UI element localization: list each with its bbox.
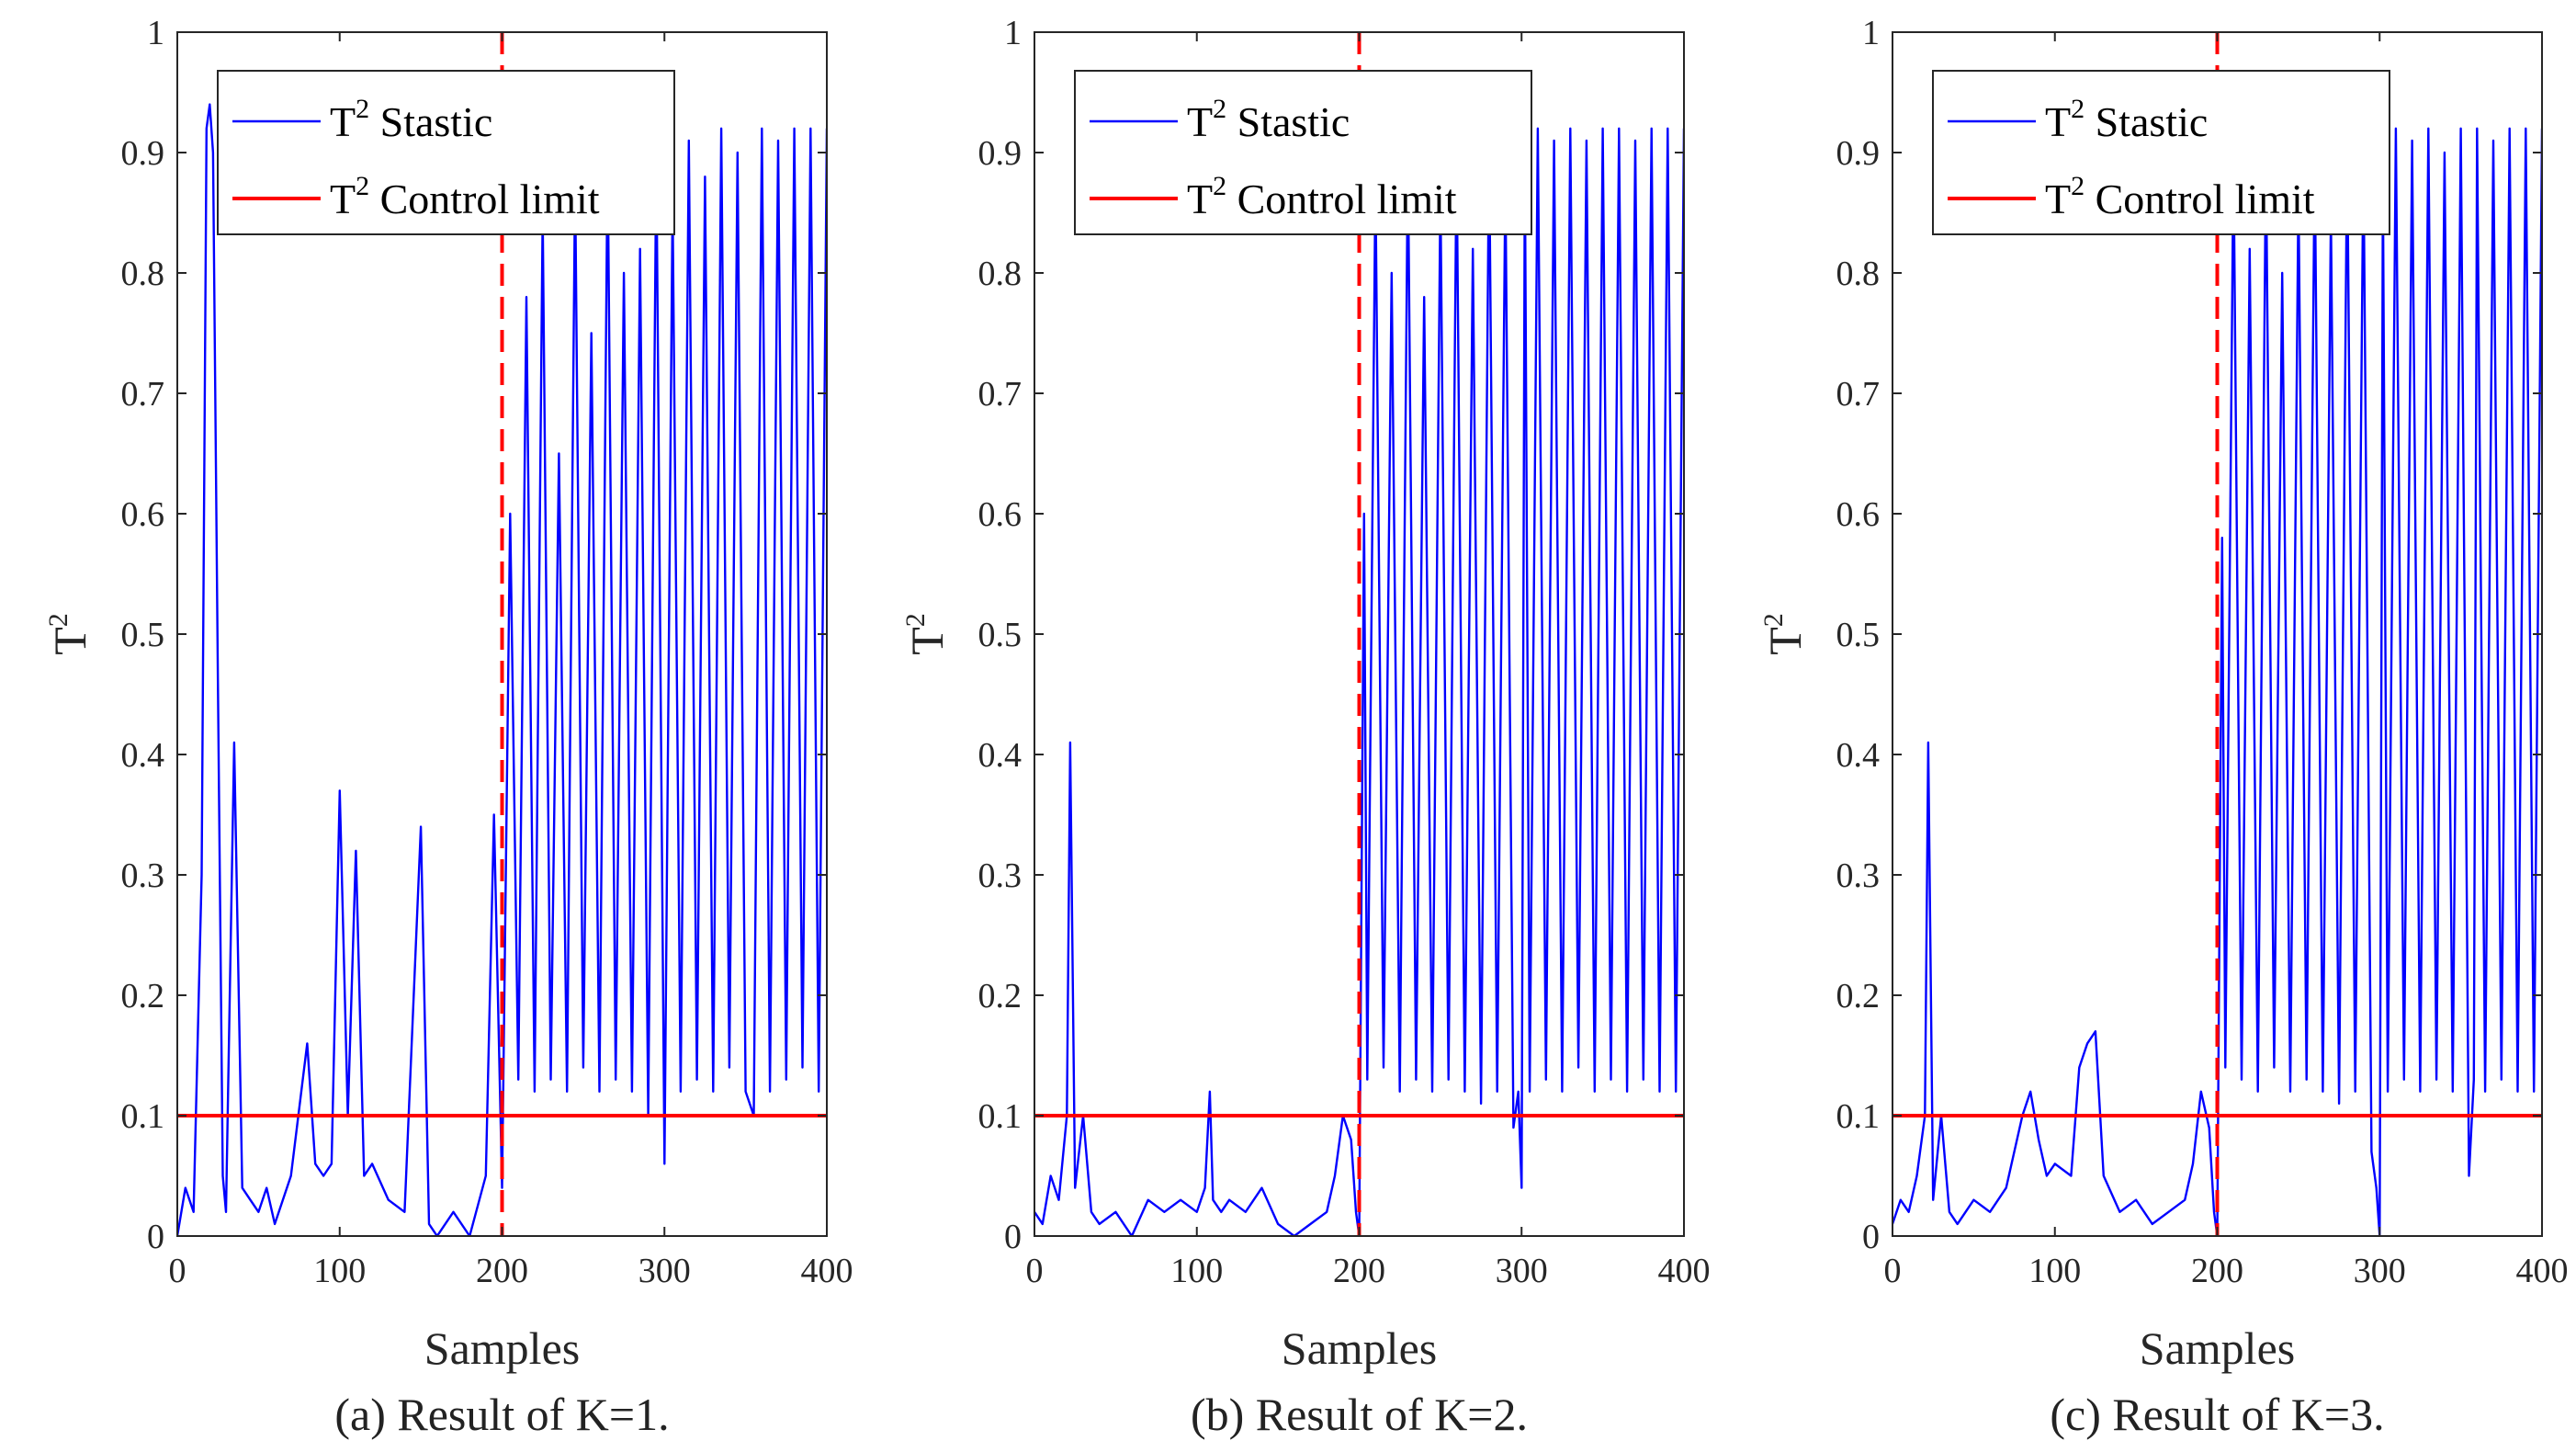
y-tick-label: 0.9 <box>1836 134 1881 173</box>
legend: T2 Stastic T2 Control limit <box>217 70 675 235</box>
y-axis-title: T2 <box>900 613 953 655</box>
legend: T2 Stastic T2 Control limit <box>1932 70 2390 235</box>
y-tick-label: 0.1 <box>1836 1097 1881 1136</box>
y-tick-label: 0.3 <box>978 856 1022 895</box>
series-line-t2-stastic <box>177 103 827 1236</box>
legend-box <box>1074 70 1532 235</box>
x-tick-label: 400 <box>1658 1252 1711 1290</box>
y-tick-label: 0 <box>1004 1218 1022 1256</box>
y-tick-label: 0.6 <box>121 495 165 534</box>
x-axis-title: Samples <box>424 1322 580 1374</box>
panel-caption: (c) Result of K=3. <box>2050 1389 2384 1440</box>
legend-label: T2 Stastic <box>330 94 492 145</box>
y-tick-label: 0.5 <box>978 616 1022 654</box>
x-axis-title: Samples <box>1282 1322 1437 1374</box>
y-tick-label: 0.7 <box>1836 375 1881 414</box>
x-tick-label: 300 <box>1496 1252 1548 1290</box>
legend-label: T2 Control limit <box>2045 171 2315 222</box>
y-tick-label: 0.9 <box>121 134 165 173</box>
legend: T2 Stastic T2 Control limit <box>1074 70 1532 235</box>
y-tick-label: 0.8 <box>1836 255 1881 293</box>
x-tick-label: 0 <box>169 1252 186 1290</box>
y-tick-label: 0.2 <box>1836 977 1881 1015</box>
y-axis-title: T2 <box>43 613 96 655</box>
chart-panel-1: 0 0.1 0.2 0.3 0.4 0.5 0.6 0.7 0.8 0.9 1 0 100 200 300 4… <box>43 14 853 1440</box>
legend-label: T2 Stastic <box>1187 94 1350 145</box>
x-tick-label: 0 <box>1026 1252 1044 1290</box>
y-tick-label: 0.4 <box>1836 736 1881 775</box>
y-tick-label: 0.5 <box>121 616 165 654</box>
y-axis-title-group: T2 <box>1758 613 1811 655</box>
legend-label: T2 Stastic <box>2045 94 2208 145</box>
y-tick-label: 0.8 <box>121 255 165 293</box>
y-tick-label: 1 <box>1862 14 1880 52</box>
x-tick-label: 400 <box>2516 1252 2569 1290</box>
x-tick-label: 300 <box>2354 1252 2406 1290</box>
x-tick-label: 100 <box>313 1252 366 1290</box>
y-tick-label: 0.4 <box>978 736 1022 775</box>
y-tick-label: 0.3 <box>1836 856 1881 895</box>
chart-panel-3: 0 0.1 0.2 0.3 0.4 0.5 0.6 0.7 0.8 0.9 1 0 100 200 300 4… <box>1758 14 2569 1440</box>
panel-caption: (b) Result of K=2. <box>1191 1389 1528 1440</box>
x-tick-label: 200 <box>476 1252 528 1290</box>
y-tick-label: 0.2 <box>978 977 1022 1015</box>
y-tick-label: 0 <box>1862 1218 1880 1256</box>
y-axis-title: T2 <box>1758 613 1811 655</box>
y-tick-label: 0.1 <box>121 1097 165 1136</box>
y-tick-label: 1 <box>1004 14 1022 52</box>
y-tick-label: 1 <box>147 14 164 52</box>
y-tick-label: 0.7 <box>121 375 165 414</box>
chart-panel-2: 0 0.1 0.2 0.3 0.4 0.5 0.6 0.7 0.8 0.9 1 0 100 200 300 4… <box>900 14 1711 1440</box>
y-tick-label: 0.6 <box>978 495 1022 534</box>
y-tick-label: 0.7 <box>978 375 1022 414</box>
x-tick-label: 400 <box>801 1252 853 1290</box>
x-tick-label: 0 <box>1884 1252 1902 1290</box>
y-axis-title-group: T2 <box>43 613 96 655</box>
x-tick-label: 100 <box>2028 1252 2081 1290</box>
panel-caption: (a) Result of K=1. <box>334 1389 669 1440</box>
legend-label: T2 Control limit <box>1187 171 1457 222</box>
y-tick-label: 0.3 <box>121 856 165 895</box>
y-axis-title-group: T2 <box>900 613 953 655</box>
x-tick-label: 200 <box>1333 1252 1385 1290</box>
x-tick-label: 200 <box>2191 1252 2243 1290</box>
y-tick-label: 0.8 <box>978 255 1022 293</box>
y-tick-label: 0.4 <box>121 736 165 775</box>
y-tick-label: 0.5 <box>1836 616 1881 654</box>
legend-box <box>1932 70 2390 235</box>
y-tick-label: 0.9 <box>978 134 1022 173</box>
legend-label: T2 Control limit <box>330 171 600 222</box>
y-tick-label: 0.1 <box>978 1097 1022 1136</box>
y-tick-label: 0 <box>147 1218 164 1256</box>
x-axis-title: Samples <box>2140 1322 2295 1374</box>
y-tick-label: 0.2 <box>121 977 165 1015</box>
x-tick-label: 300 <box>638 1252 691 1290</box>
y-tick-label: 0.6 <box>1836 495 1881 534</box>
legend-box <box>217 70 675 235</box>
x-tick-label: 100 <box>1170 1252 1223 1290</box>
